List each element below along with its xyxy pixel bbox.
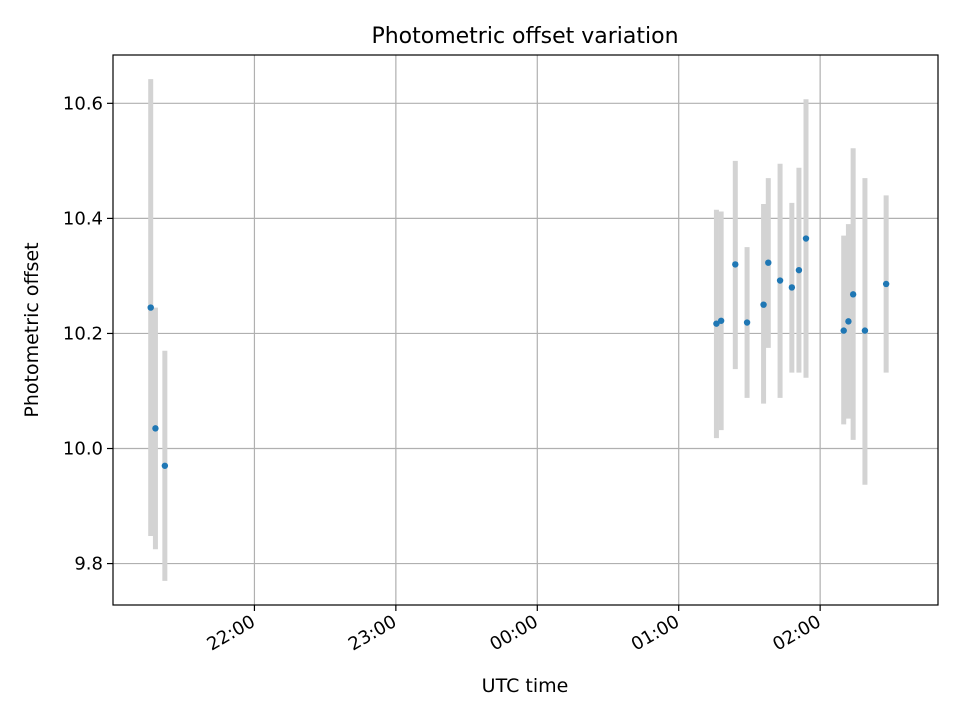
data-point	[713, 320, 720, 327]
data-point	[161, 462, 169, 469]
y-axis-ticks: 9.8 10.0 10.2 10.4 10.6	[63, 93, 113, 575]
data-point	[849, 291, 857, 298]
y-tick-label: 10.6	[63, 93, 103, 114]
data-point	[760, 301, 767, 308]
data-point	[776, 277, 784, 284]
data-point	[795, 266, 803, 274]
data-point	[147, 304, 154, 311]
plot-frame	[112, 54, 939, 606]
data-point	[765, 259, 772, 266]
data-points	[147, 235, 890, 469]
y-tick-label: 9.8	[74, 554, 103, 575]
chart-title: Photometric offset variation	[371, 24, 678, 49]
y-axis-label: Photometric offset	[21, 242, 43, 417]
y-tick-label: 10.2	[63, 323, 103, 344]
data-point	[802, 235, 810, 242]
y-tick-label: 10.0	[63, 439, 103, 460]
y-tick-label: 10.4	[63, 208, 103, 229]
data-point	[840, 327, 847, 334]
x-axis-label: UTC time	[482, 675, 569, 697]
data-point	[717, 317, 725, 324]
data-point	[845, 318, 852, 325]
data-point	[788, 284, 796, 291]
data-point	[861, 327, 869, 334]
data-point	[732, 261, 739, 268]
data-point	[882, 280, 890, 288]
data-point	[152, 425, 159, 432]
data-point	[743, 319, 751, 326]
